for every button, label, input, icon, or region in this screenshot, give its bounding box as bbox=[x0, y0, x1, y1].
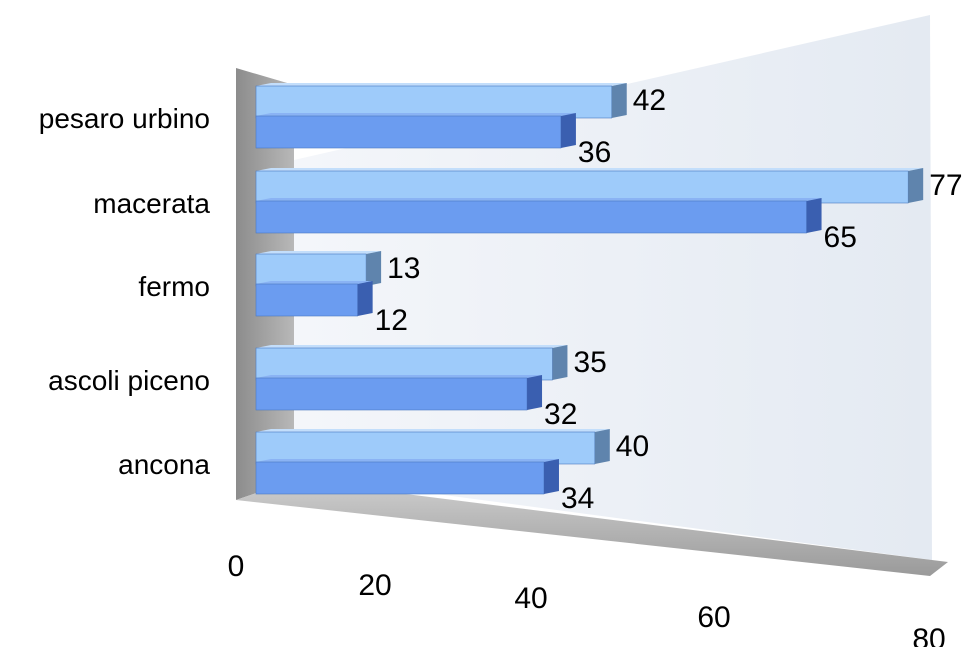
bar-fermo-series2 bbox=[255, 281, 373, 317]
value-labels: 40 34 35 32 13 12 77 65 42 36 bbox=[375, 84, 963, 515]
bar-ancona-series2-cap bbox=[543, 459, 559, 494]
bar-macerata-series2-front bbox=[255, 200, 807, 234]
value-label: 40 bbox=[616, 430, 649, 463]
bar-fermo-series2-front bbox=[255, 283, 358, 317]
floor bbox=[236, 480, 948, 576]
bar-ascoli-piceno-series1-front bbox=[255, 347, 553, 381]
bar-fermo-series2-cap bbox=[357, 281, 373, 316]
x-tick-label: 80 bbox=[912, 623, 945, 647]
bar-pesaro-urbino-series2 bbox=[255, 113, 576, 149]
bar-pesaro-urbino-series1-cap bbox=[611, 83, 627, 118]
bar-pesaro-urbino-series1 bbox=[255, 83, 627, 119]
bar-macerata-series1-front bbox=[255, 170, 909, 204]
bar-pesaro-urbino-series2-top bbox=[256, 113, 576, 116]
category-label: ancona bbox=[118, 449, 210, 480]
bar-ascoli-piceno-series1 bbox=[255, 345, 568, 381]
x-tick-label: 60 bbox=[697, 601, 730, 634]
bar-ascoli-piceno-series2-front bbox=[255, 377, 528, 411]
bar-macerata-series2 bbox=[255, 198, 822, 234]
bars-group bbox=[255, 83, 924, 495]
bar-ancona-series1-top bbox=[256, 429, 610, 432]
category-label: ascoli piceno bbox=[48, 365, 210, 396]
bar-ascoli-piceno-series2-top bbox=[256, 375, 543, 378]
x-tick-label: 20 bbox=[358, 569, 391, 602]
value-label: 36 bbox=[578, 136, 611, 169]
value-label: 13 bbox=[387, 252, 420, 285]
bar-fermo-series1-top bbox=[256, 251, 382, 254]
bar-ancona-series1 bbox=[255, 429, 610, 465]
category-label: pesaro urbino bbox=[39, 103, 210, 134]
category-labels: ancona ascoli piceno fermo macerata pesaro u… bbox=[39, 103, 211, 480]
category-label: macerata bbox=[93, 188, 210, 219]
bar-ancona-series2-top bbox=[256, 459, 559, 462]
value-label: 65 bbox=[824, 221, 857, 254]
value-label: 35 bbox=[573, 346, 606, 379]
bar-pesaro-urbino-series2-cap bbox=[560, 113, 576, 148]
bar-ascoli-piceno-series1-cap bbox=[552, 345, 568, 380]
bar-ascoli-piceno-series2 bbox=[255, 375, 543, 411]
x-tick-label: 0 bbox=[228, 550, 245, 583]
value-label: 32 bbox=[544, 398, 577, 431]
back-wall bbox=[294, 15, 932, 560]
bar-macerata-series2-top bbox=[256, 198, 822, 201]
bar-ancona-series2 bbox=[255, 459, 559, 495]
x-axis-ticks: 0 20 40 60 80 bbox=[228, 550, 946, 647]
category-label: fermo bbox=[138, 271, 210, 302]
bar-macerata-series2-cap bbox=[806, 198, 822, 233]
value-label: 12 bbox=[375, 304, 408, 337]
value-label: 42 bbox=[633, 84, 666, 117]
bar-macerata-series1-cap bbox=[908, 168, 924, 203]
bar-pesaro-urbino-series1-front bbox=[255, 85, 613, 119]
bar-ancona-series2-front bbox=[255, 461, 545, 495]
bar-macerata-series1 bbox=[255, 168, 924, 204]
bar-fermo-series1-cap bbox=[366, 251, 382, 286]
bar-fermo-series2-top bbox=[256, 281, 373, 284]
bar-ascoli-piceno-series1-top bbox=[256, 345, 568, 348]
bar-ascoli-piceno-series2-cap bbox=[527, 375, 543, 410]
bar-macerata-series1-top bbox=[256, 168, 924, 171]
bar-fermo-series1 bbox=[255, 251, 382, 287]
bar-pesaro-urbino-series2-front bbox=[255, 115, 562, 149]
bar-pesaro-urbino-series1-top bbox=[256, 83, 627, 86]
bar-ancona-series1-cap bbox=[594, 429, 610, 464]
x-tick-label: 40 bbox=[514, 582, 547, 615]
value-label: 77 bbox=[929, 169, 962, 202]
value-label: 34 bbox=[561, 482, 594, 515]
